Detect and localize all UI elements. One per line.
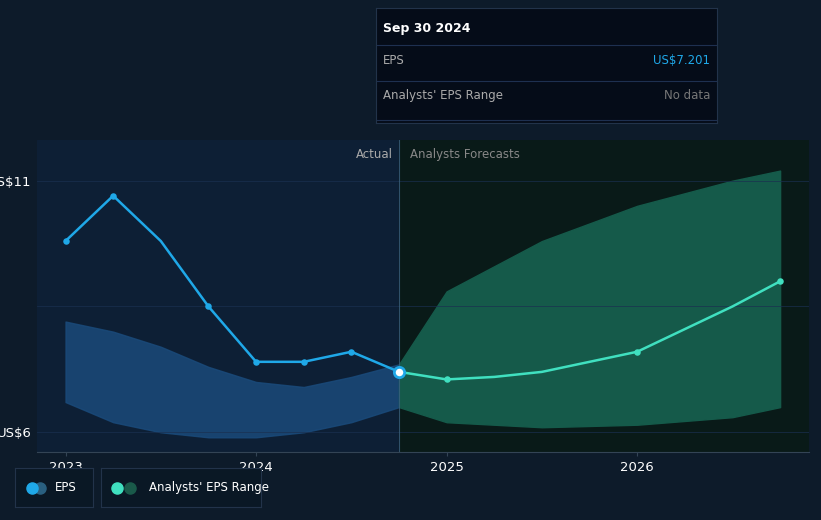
Text: No data: No data	[663, 88, 710, 101]
Point	[59, 237, 72, 245]
Point	[440, 375, 453, 384]
Point	[202, 302, 215, 310]
Text: EPS: EPS	[55, 481, 77, 494]
Text: Analysts' EPS Range: Analysts' EPS Range	[383, 88, 502, 101]
Text: Sep 30 2024: Sep 30 2024	[383, 22, 470, 35]
Text: Analysts' EPS Range: Analysts' EPS Range	[149, 481, 269, 494]
Bar	[399, 140, 809, 452]
Text: US$7.201: US$7.201	[653, 54, 710, 67]
Text: EPS: EPS	[383, 54, 405, 67]
Point	[345, 347, 358, 356]
Point	[392, 368, 406, 376]
Point	[631, 347, 644, 356]
Bar	[37, 140, 399, 452]
Point	[392, 368, 406, 376]
Text: Actual: Actual	[356, 148, 393, 161]
Text: Analysts Forecasts: Analysts Forecasts	[410, 148, 521, 161]
Point	[107, 191, 120, 200]
Point	[297, 358, 310, 366]
Point	[773, 277, 787, 285]
Point	[250, 358, 263, 366]
